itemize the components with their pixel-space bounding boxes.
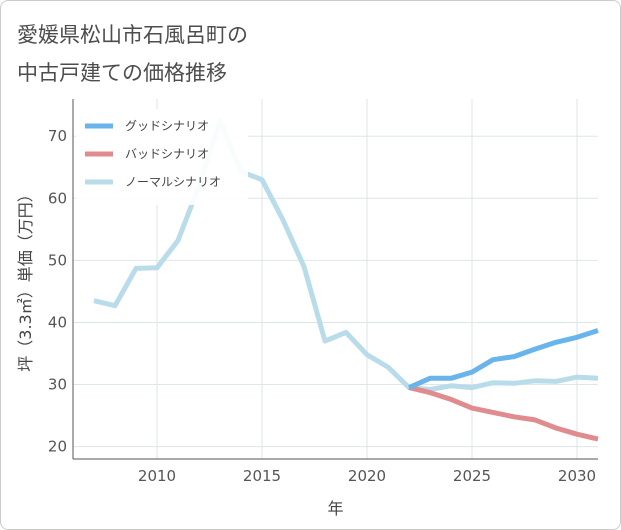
good-scenario-line <box>407 328 599 390</box>
normal-scenario-line <box>93 118 599 392</box>
y-tick-label: 40 <box>48 313 67 331</box>
y-axis-title: 坪（3.3㎡）単価（万円） <box>16 186 35 371</box>
x-tick-label: 2015 <box>243 467 281 485</box>
legend-good-label: グッドシナリオ <box>125 119 209 133</box>
x-tick-label: 2030 <box>558 467 596 485</box>
y-tick-label: 70 <box>48 127 67 145</box>
y-tick-label: 30 <box>48 376 67 394</box>
bad-scenario-line <box>408 385 599 442</box>
chart-title-line-1: 愛媛県松山市石風呂町の <box>17 23 248 47</box>
y-tick-label: 50 <box>48 251 67 269</box>
y-tick-label: 20 <box>48 438 67 456</box>
y-tick-label: 60 <box>48 189 67 207</box>
x-tick-label: 2025 <box>453 467 491 485</box>
x-axis-title: 年 <box>327 499 343 518</box>
x-tick-label: 2020 <box>348 467 386 485</box>
legend-normal-label: ノーマルシナリオ <box>125 175 221 189</box>
x-tick-label: 2010 <box>138 467 176 485</box>
legend-bad-label: バッドシナリオ <box>125 147 209 161</box>
chart-title-line-2: 中古戸建ての価格推移 <box>17 61 227 85</box>
series-layer <box>93 118 599 442</box>
